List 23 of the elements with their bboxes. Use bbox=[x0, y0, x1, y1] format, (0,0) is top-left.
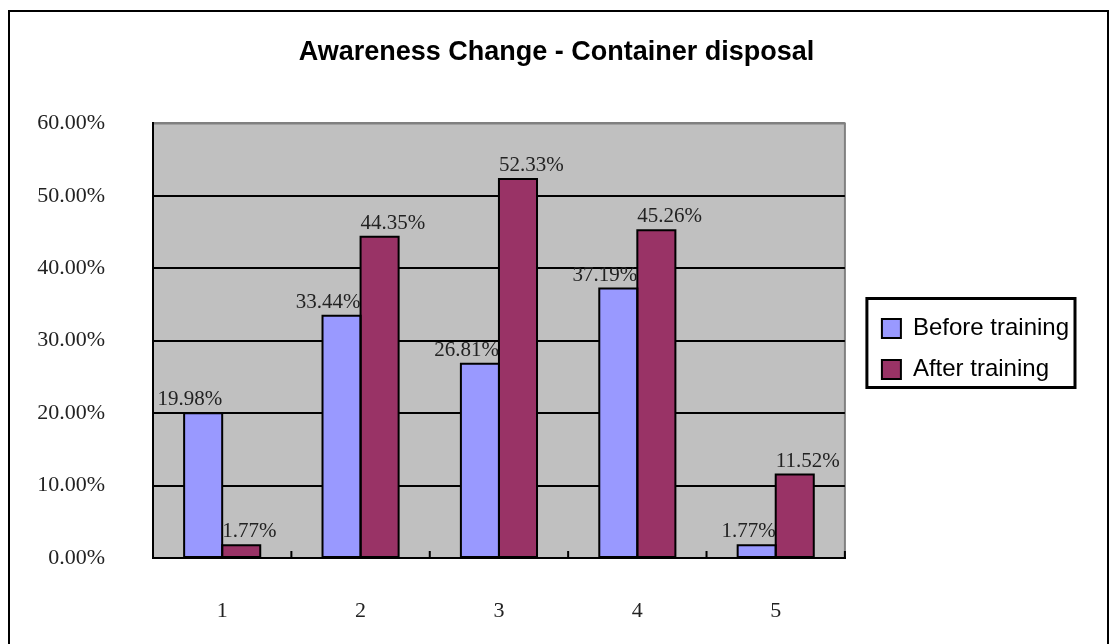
y-tick-label: 0.00% bbox=[48, 543, 105, 569]
y-tick-label: 20.00% bbox=[37, 398, 105, 424]
y-tick-label: 60.00% bbox=[37, 109, 105, 135]
data-label: 44.35% bbox=[360, 209, 426, 234]
chart-title: Awareness Change - Container disposal bbox=[298, 35, 815, 66]
x-tick-label: 2 bbox=[355, 596, 367, 622]
data-label: 45.26% bbox=[637, 203, 703, 228]
legend-label: Before training bbox=[912, 313, 1069, 341]
x-tick-label: 3 bbox=[493, 596, 505, 622]
x-tick-label: 1 bbox=[216, 596, 228, 622]
data-label: 11.52% bbox=[775, 447, 840, 472]
y-tick-label: 50.00% bbox=[37, 181, 105, 207]
y-tick-label: 30.00% bbox=[37, 326, 105, 352]
data-label: 19.98% bbox=[157, 386, 223, 411]
y-tick-label: 10.00% bbox=[37, 471, 105, 497]
data-label: 33.44% bbox=[295, 288, 361, 313]
legend-label: After training bbox=[912, 354, 1049, 382]
x-tick-label: 4 bbox=[631, 596, 643, 622]
x-tick-label: 5 bbox=[770, 596, 782, 622]
y-tick-label: 40.00% bbox=[37, 254, 105, 280]
data-label: 52.33% bbox=[498, 151, 564, 176]
data-label: 1.77% bbox=[721, 518, 776, 543]
data-label: 1.77% bbox=[222, 518, 277, 543]
